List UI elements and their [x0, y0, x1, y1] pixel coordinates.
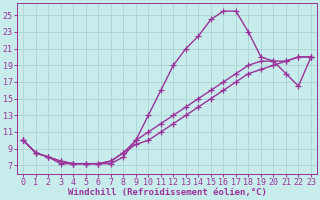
X-axis label: Windchill (Refroidissement éolien,°C): Windchill (Refroidissement éolien,°C) [68, 188, 267, 197]
